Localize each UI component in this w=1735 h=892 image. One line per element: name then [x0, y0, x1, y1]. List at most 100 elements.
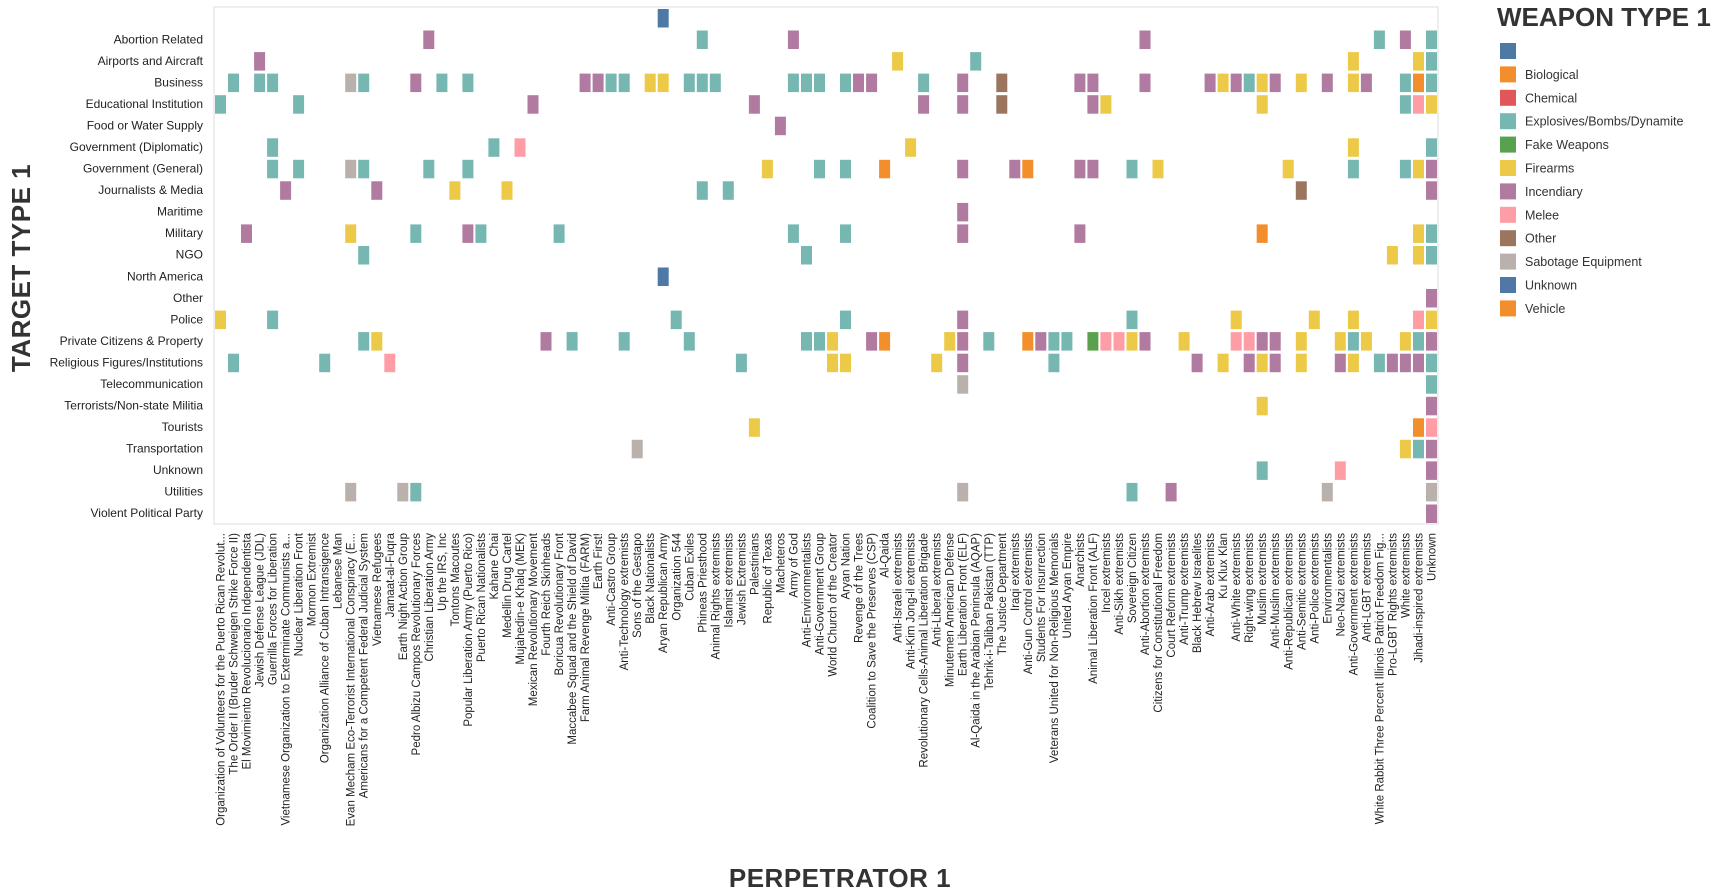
heatmap-cell	[1126, 482, 1138, 502]
legend-label-incendiary: Incendiary	[1525, 185, 1583, 199]
heatmap-cell	[787, 30, 799, 49]
heatmap-cell	[801, 332, 812, 351]
y-tick-label-private-citizens-property: Private Citizens & Property	[60, 334, 203, 348]
y-tick-label-ngo: NGO	[176, 248, 203, 262]
heatmap-cell	[1061, 332, 1073, 351]
legend: WEAPON TYPE 1 Biological Chemical Explosiv…	[1497, 2, 1711, 317]
x-tick-label-anti-abortion-extremists: Anti-Abortion extremists	[1140, 533, 1152, 655]
heatmap-cell	[1426, 73, 1437, 93]
heatmap-cell	[488, 138, 500, 157]
heatmap-cell	[1347, 52, 1359, 71]
heatmap-cell	[1399, 353, 1411, 373]
legend-swatch-explosives-bombs-dynamite	[1500, 113, 1516, 130]
heatmap-cell	[1178, 332, 1190, 351]
heatmap-cell	[1426, 30, 1437, 49]
x-tick-label-white-rabbit-three-percent-illinois-patriot-freedom-fig: White Rabbit Three Percent Illinois Patr…	[1374, 533, 1386, 824]
heatmap-cell	[696, 73, 708, 93]
heatmap-cell	[1308, 310, 1320, 330]
heatmap-cell	[410, 482, 422, 502]
y-tick-label-telecommunication: Telecommunication	[100, 377, 203, 391]
x-tick-label-incel-extremists: Incel extremists	[1101, 533, 1113, 613]
heatmap-cell	[735, 353, 747, 373]
heatmap-cell	[1139, 332, 1151, 351]
heatmap-cell	[618, 73, 630, 93]
x-tick-label-sovereign-citizen: Sovereign Citizen	[1127, 533, 1139, 623]
x-tick-label-anti-white-extremists: Anti-White extremists	[1231, 533, 1243, 642]
heatmap-cell	[996, 95, 1008, 114]
heatmap-cell	[1413, 418, 1424, 437]
heatmap-cell	[814, 159, 825, 179]
heatmap-cell	[1126, 310, 1138, 330]
heatmap-cell	[1399, 332, 1411, 351]
y-tick-label-military: Military	[165, 226, 203, 240]
y-tick-label-transportation: Transportation	[126, 442, 203, 456]
heatmap-cell	[1100, 332, 1112, 351]
heatmap-cell	[957, 95, 969, 114]
x-tick-label-students-for-insurrection: Students For Insurrection	[1036, 533, 1048, 662]
heatmap-cell	[1347, 310, 1359, 330]
heatmap-cell	[801, 246, 812, 265]
heatmap-cell	[1360, 73, 1372, 93]
heatmap-cell	[345, 482, 357, 502]
heatmap-cell	[827, 353, 838, 373]
plot-area	[213, 6, 1439, 525]
heatmap-cell	[1426, 353, 1437, 373]
heatmap-cell	[267, 310, 279, 330]
x-tick-label-anti-israeli-extremists: Anti-Israeli extremists	[893, 533, 905, 643]
legend-swatch-melee	[1500, 206, 1516, 223]
heatmap-cell	[879, 159, 891, 179]
heatmap-cell	[267, 138, 279, 157]
heatmap-cell	[1426, 332, 1437, 351]
heatmap-cell	[1139, 30, 1151, 49]
x-tick-label-world-church-of-the-creator: World Church of the Creator	[828, 533, 840, 677]
heatmap-cell	[774, 116, 786, 136]
heatmap-cell	[801, 73, 812, 93]
heatmap-cell	[1413, 332, 1424, 351]
heatmap-cell	[1426, 439, 1437, 459]
heatmap-cell	[957, 224, 969, 243]
heatmap-cell	[1426, 461, 1437, 480]
heatmap-cell	[319, 353, 331, 373]
heatmap-cell	[1399, 30, 1411, 49]
heatmap-cell	[358, 332, 370, 351]
x-tick-label-mujahedin-e-khalq-mek: Mujahedin-e Khalq (MEK)	[515, 533, 527, 665]
heatmap-cell	[1426, 224, 1437, 243]
y-tick-label-north-america: North America	[127, 269, 203, 283]
heatmap-cell	[1413, 439, 1424, 459]
legend-label-other: Other	[1525, 232, 1556, 246]
legend-title: WEAPON TYPE 1	[1497, 2, 1711, 32]
heatmap-cell	[553, 224, 565, 243]
legend-swatch-chemical	[1500, 89, 1516, 106]
x-tick-label-anarchists: Anarchists	[1075, 533, 1087, 587]
heatmap-cell	[1087, 332, 1099, 351]
x-tick-label-earth-night-action-group: Earth Night Action Group	[398, 533, 410, 660]
y-tick-label-government-general: Government (General)	[83, 162, 203, 176]
legend-label-explosives-bombs-dynamite: Explosives/Bombs/Dynamite	[1525, 115, 1683, 129]
x-tick-label-al-qaida: Al-Qaida	[880, 532, 892, 577]
heatmap-cell	[931, 353, 943, 373]
x-tick-label-black-nationalists: Black Nationalists	[645, 533, 657, 624]
heatmap-cell	[787, 73, 799, 93]
x-tick-label-black-hebrew-israelites: Black Hebrew Israelites	[1192, 533, 1204, 653]
heatmap-cell	[1295, 181, 1307, 200]
x-tick-label-the-order-ii-bruder-schweigen-strike-force-ii: The Order II (Bruder Schweigen Strike Fo…	[229, 533, 241, 775]
x-tick-label-animal-rights-extremists: Animal Rights extremists	[710, 533, 722, 660]
x-tick-label-muslim-extremists: Muslim extremists	[1257, 533, 1269, 625]
x-tick-label-jewish-extremists: Jewish Extremists	[736, 533, 748, 625]
heatmap-cell	[358, 73, 370, 93]
x-tick-label-united-aryan-empire: United Aryan Empire	[1062, 533, 1074, 638]
heatmap-cell	[1373, 30, 1385, 49]
heatmap-cell	[410, 224, 422, 243]
heatmap-cell	[840, 353, 851, 373]
heatmap-cell	[358, 159, 370, 179]
x-tick-label-anti-lgbt-extremists: Anti-LGBT extremists	[1361, 533, 1373, 642]
heatmap-cell	[371, 181, 383, 200]
heatmap-cell	[1295, 332, 1307, 351]
heatmap-cell	[397, 482, 409, 502]
heatmap-cell	[267, 159, 279, 179]
x-tick-label-phineas-priesthood: Phineas Priesthood	[697, 533, 709, 633]
x-tick-label-boricua-revolutionary-front: Boricua Revolutionary Front	[554, 532, 566, 675]
x-tick-label-iraqi-extremists: Iraqi extremists	[1010, 533, 1022, 611]
heatmap-cell	[1074, 73, 1086, 93]
x-tick-label-ku-klux-klan: Ku Klux Klan	[1218, 533, 1230, 599]
